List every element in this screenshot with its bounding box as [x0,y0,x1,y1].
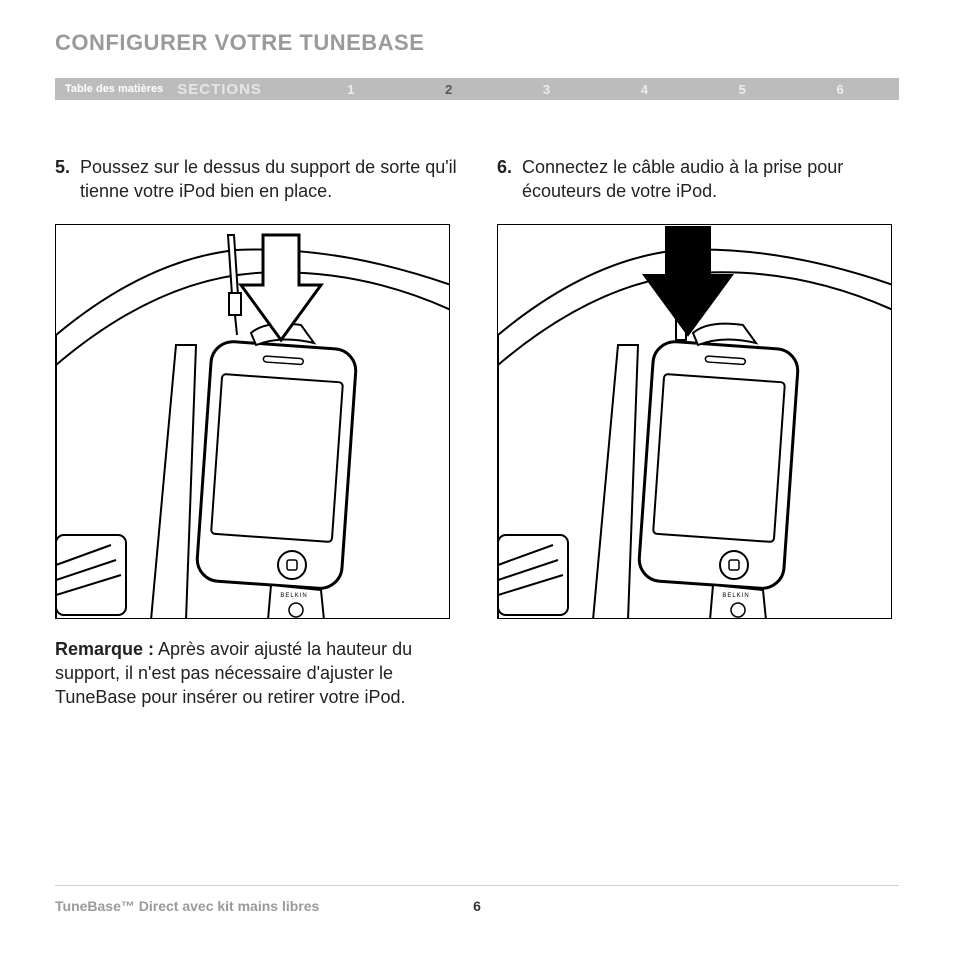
section-link-2[interactable]: 2 [445,82,452,97]
step-text: Poussez sur le dessus du support de sort… [80,155,457,204]
step-text: Connectez le câble audio à la prise pour… [522,155,899,204]
right-column: 6. Connectez le câble audio à la prise p… [497,155,899,709]
svg-text:BELKIN: BELKIN [280,593,307,599]
section-link-1[interactable]: 1 [347,82,354,97]
step-number: 5. [55,155,70,204]
section-link-4[interactable]: 4 [641,82,648,97]
step-number: 6. [497,155,512,204]
section-numbers: 1 2 3 4 5 6 [292,82,899,97]
sections-label: SECTIONS [177,81,292,98]
page-heading: CONFIGURER VOTRE TUNEBASE [55,30,899,56]
content-columns: 5. Poussez sur le dessus du support de s… [55,155,899,709]
section-navbar: Table des matières SECTIONS 1 2 3 4 5 6 [55,78,899,100]
note: Remarque : Après avoir ajusté la hauteur… [55,637,457,710]
section-link-3[interactable]: 3 [543,82,550,97]
step-6: 6. Connectez le câble audio à la prise p… [497,155,899,204]
illustration-step-5: BELKIN [55,224,450,619]
footer-page-number: 6 [473,898,481,914]
toc-link[interactable]: Table des matières [55,83,177,95]
svg-text:BELKIN: BELKIN [722,593,749,599]
note-label: Remarque : [55,639,154,659]
left-column: 5. Poussez sur le dessus du support de s… [55,155,457,709]
illustration-step-6: BELKIN [497,224,892,619]
section-link-6[interactable]: 6 [836,82,843,97]
step-5: 5. Poussez sur le dessus du support de s… [55,155,457,204]
footer-product: TuneBase™ Direct avec kit mains libres [55,898,319,914]
page-footer: TuneBase™ Direct avec kit mains libres 6 [55,885,899,914]
section-link-5[interactable]: 5 [739,82,746,97]
